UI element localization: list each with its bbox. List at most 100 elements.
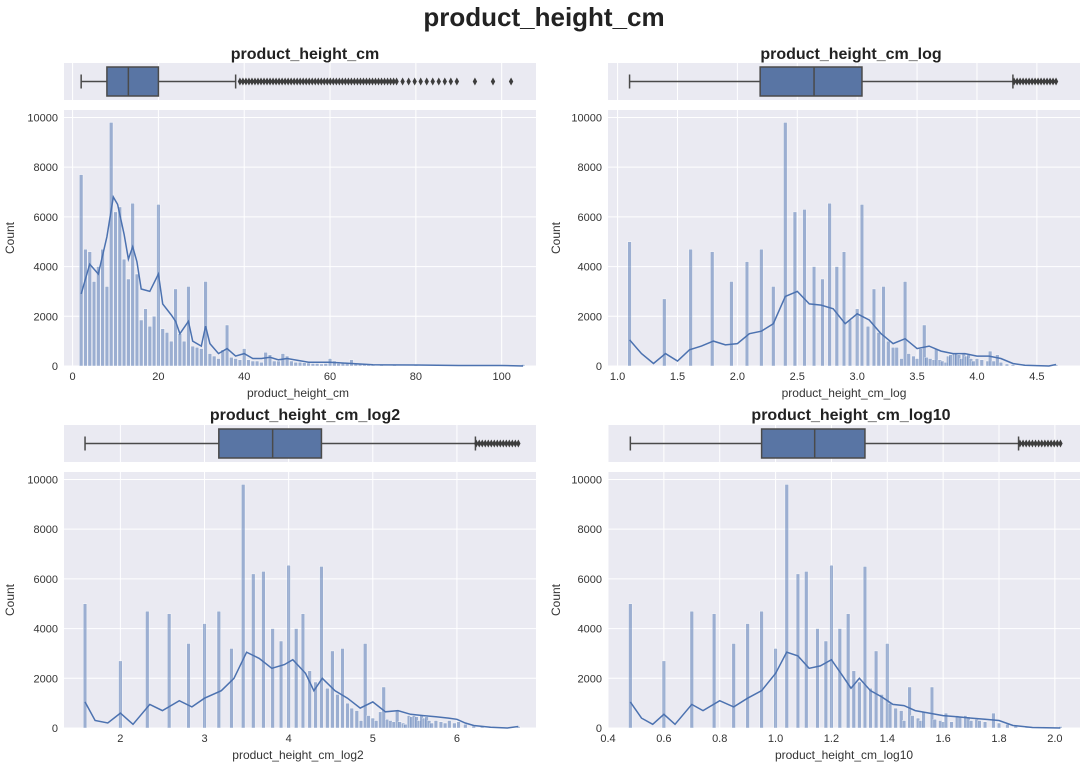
histogram-bar	[859, 204, 864, 367]
histogram-bar	[957, 716, 962, 729]
x-tick-label: 6	[454, 733, 460, 745]
outlier-marker	[361, 77, 366, 86]
outlier-marker	[486, 439, 491, 448]
outlier-marker	[1048, 439, 1054, 448]
histogram-bar	[297, 362, 303, 367]
histogram-bar	[323, 363, 328, 367]
histogram-bar	[744, 261, 749, 367]
y-tick-label: 4000	[34, 624, 58, 636]
histogram-bar	[886, 340, 891, 367]
histogram-bar	[207, 353, 212, 367]
y-tick-label: 8000	[34, 524, 58, 536]
histogram-bar	[804, 571, 809, 729]
y-tick-label: 0	[596, 723, 602, 735]
y-tick-label: 6000	[34, 212, 58, 224]
histogram-bar	[104, 286, 109, 367]
histogram-bar	[934, 348, 939, 367]
histogram-bar	[998, 362, 1003, 367]
histogram-bar	[381, 686, 386, 729]
histogram-bar	[259, 362, 264, 367]
outlier-marker	[495, 439, 500, 448]
outlier-marker	[1041, 77, 1047, 86]
outlier-marker	[261, 77, 267, 86]
histogram-bar	[902, 720, 907, 729]
outlier-marker	[267, 77, 273, 86]
histogram-bar	[92, 281, 97, 367]
y-tick-label: 6000	[34, 574, 58, 586]
histogram-bar	[894, 347, 899, 367]
x-axis-label: product_height_cm_log	[782, 386, 907, 400]
histogram-bar	[267, 354, 272, 367]
histogram-bar	[363, 643, 368, 729]
histogram-bar	[983, 721, 988, 729]
histogram-bar	[773, 648, 778, 729]
histogram-bar	[126, 278, 131, 367]
histogram-bar	[928, 358, 933, 367]
histogram-bar	[948, 354, 953, 367]
outlier-marker	[316, 77, 321, 86]
histogram-bar	[689, 610, 694, 729]
outlier-marker	[1023, 439, 1029, 448]
histogram-bar	[272, 360, 277, 367]
outlier-marker	[1017, 439, 1023, 448]
x-tick-label: 1.0	[610, 371, 625, 383]
outlier-marker	[322, 77, 327, 86]
histogram-bar	[888, 702, 893, 729]
histogram-bar	[1004, 363, 1009, 367]
outlier-marker	[1035, 77, 1041, 86]
histogram-bar	[241, 484, 246, 729]
x-tick-label: 3.5	[909, 371, 924, 383]
histogram-bar	[1005, 724, 1010, 729]
outlier-marker	[388, 77, 393, 86]
histogram-bar	[251, 573, 256, 729]
histogram-bar	[731, 643, 736, 729]
histogram-bar	[918, 348, 923, 367]
histogram-bar	[922, 324, 927, 367]
histogram-bar	[279, 640, 284, 729]
histogram-bar	[823, 640, 828, 729]
histogram-background	[64, 110, 536, 366]
histogram-bar	[815, 628, 820, 729]
x-tick-label: 1.6	[935, 733, 950, 745]
histogram-bar	[834, 266, 839, 367]
histogram-bar	[177, 333, 182, 367]
histogram-bar	[358, 720, 364, 729]
x-tick-label: 0.4	[600, 733, 615, 745]
histogram-bar	[173, 288, 178, 367]
outlier-marker	[340, 77, 345, 86]
x-tick-label: 2.5	[790, 371, 805, 383]
histogram-bar	[784, 484, 789, 729]
kde-line	[80, 194, 524, 367]
histogram-bar	[242, 348, 247, 367]
histogram-bar	[220, 349, 225, 367]
outlier-marker	[472, 77, 478, 86]
kde-line	[84, 651, 519, 729]
outlier-marker	[255, 77, 261, 86]
histogram-bar	[792, 211, 797, 367]
y-tick-label: 8000	[578, 162, 602, 174]
histogram-bar	[851, 670, 856, 729]
histogram-bar	[837, 628, 842, 729]
histogram-bar	[971, 360, 976, 367]
box-iqr	[106, 66, 160, 97]
histogram-bar	[862, 566, 867, 729]
histogram-bar	[452, 722, 457, 729]
outlier-marker	[1014, 77, 1020, 86]
histogram-bar	[117, 206, 122, 367]
outlier-marker	[367, 77, 372, 86]
outlier-marker	[1011, 77, 1017, 86]
x-tick-label: 4.5	[1029, 371, 1044, 383]
outlier-marker	[1047, 77, 1053, 86]
y-tick-label: 6000	[578, 574, 602, 586]
y-tick-label: 8000	[34, 162, 58, 174]
outlier-marker	[288, 77, 294, 86]
histogram-bar	[203, 281, 208, 367]
histogram-bar	[202, 623, 207, 729]
x-tick-label: 100	[492, 371, 510, 383]
histogram-bar	[988, 350, 993, 367]
histogram-bar	[286, 565, 291, 729]
histogram-background	[64, 472, 536, 728]
histogram-bar	[261, 571, 266, 729]
main-title: product_height_cm	[423, 2, 665, 32]
histogram-bar	[96, 266, 101, 367]
